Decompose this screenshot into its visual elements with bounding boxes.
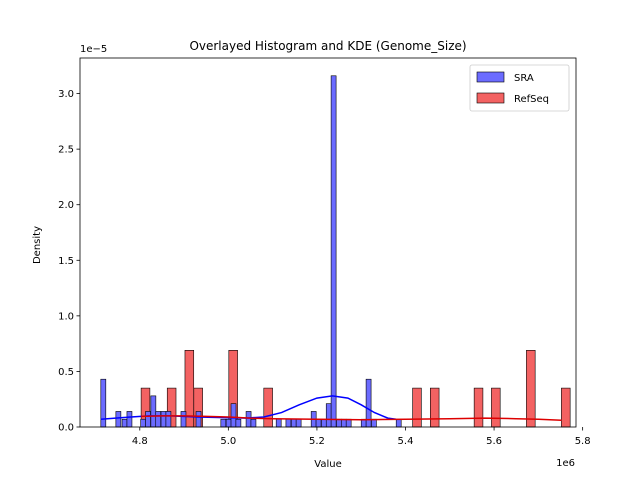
plot-area: [100, 75, 571, 428]
sra-bar: [285, 418, 292, 428]
y-tick-label: 3.0: [58, 89, 74, 100]
refseq-bar: [429, 387, 440, 428]
sra-bar: [250, 418, 257, 428]
sra-bar: [290, 418, 297, 428]
y-tick-label: 1.5: [58, 256, 74, 267]
sra-legend-label: SRA: [514, 73, 534, 84]
refseq-bar: [491, 387, 501, 428]
sra-bar: [155, 411, 162, 428]
x-axis-label: Value: [314, 459, 341, 470]
sra-legend-swatch: [476, 71, 505, 83]
sra-bar: [295, 418, 302, 428]
sra-bar: [115, 411, 122, 428]
sra-bar: [165, 411, 172, 428]
x-tick-label: 5.2: [309, 436, 325, 447]
y-tick-label: 1.0: [58, 311, 74, 322]
x-tick-label: 4.8: [132, 436, 148, 447]
x-tick-label: 5.8: [575, 436, 591, 447]
sra-bar: [126, 411, 133, 428]
sra-bar: [235, 418, 242, 428]
sra-bar: [230, 403, 237, 428]
legend: SRA RefSeq: [469, 64, 570, 112]
sra-bar: [121, 418, 128, 428]
y-axis-label: Density: [32, 226, 43, 264]
refseq-bar: [561, 387, 571, 428]
x-multiplier-label: 1e6: [556, 458, 575, 469]
sra-bar: [321, 418, 327, 428]
y-tick-label: 2.0: [58, 200, 74, 211]
refseq-bar: [263, 387, 273, 428]
sra-bar: [180, 411, 187, 428]
axes-frame: [79, 57, 577, 428]
x-tick-label: 5.6: [486, 436, 502, 447]
sra-bar: [195, 411, 202, 428]
sra-bar: [220, 418, 227, 428]
sra-bar: [275, 418, 282, 428]
x-tick-label: 5.0: [220, 436, 236, 447]
sra-bar: [340, 418, 347, 428]
sra-bar: [225, 418, 232, 428]
refseq-bar: [526, 350, 536, 428]
refseq-legend-label: RefSeq: [514, 94, 549, 105]
refseq-kde-line: [141, 415, 562, 422]
sra-bar: [315, 418, 322, 428]
y-tick-label: 2.5: [58, 145, 74, 156]
sra-bar: [245, 411, 252, 428]
sra-bar: [330, 75, 337, 428]
refseq-bar: [412, 387, 422, 428]
sra-bar: [325, 403, 332, 428]
sra-bar: [395, 418, 402, 428]
refseq-legend-swatch: [476, 92, 505, 104]
axes: 4.8 5.0 5.2 5.4 5.6 5.8 0.0 0.5 1.0 1.5 2.0 2.5 3.0: [58, 57, 591, 447]
chart-title: Overlayed Histogram and KDE (Genome_Size…: [189, 39, 466, 53]
sra-bar: [145, 411, 151, 428]
y-tick-label: 0.0: [58, 423, 74, 434]
sra-bar: [160, 411, 167, 428]
y-multiplier-label: 1e−5: [80, 44, 107, 55]
sra-bar: [336, 418, 342, 428]
x-tick-label: 5.4: [398, 436, 414, 447]
refseq-bar: [473, 387, 484, 428]
y-tick-label: 0.5: [58, 367, 74, 378]
sra-bar: [140, 418, 146, 428]
sra-bar: [150, 395, 157, 428]
